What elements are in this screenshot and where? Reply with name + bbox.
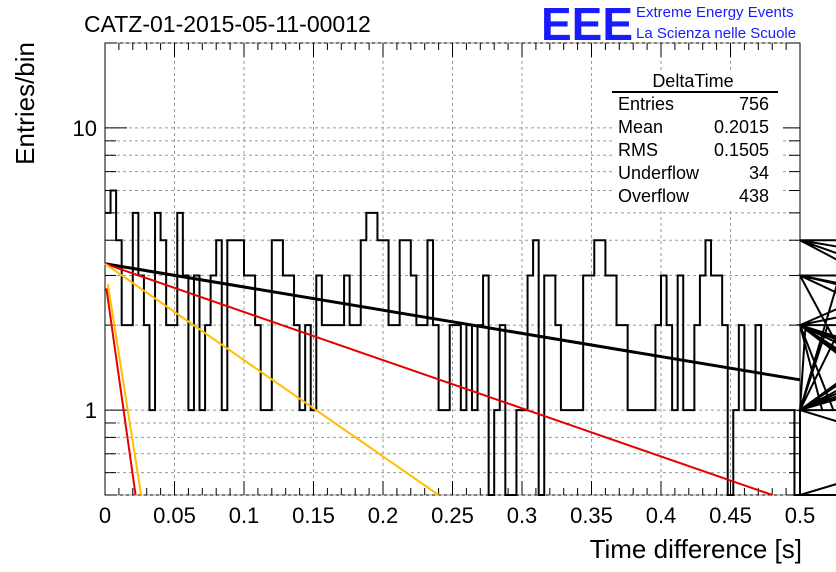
fit-curve-1	[104, 262, 773, 496]
stats-title: DeltaTime	[652, 71, 733, 91]
x-tick-label: 0	[99, 503, 111, 528]
axis-ticks	[104, 42, 801, 496]
x-tick-label: 0.1	[229, 503, 260, 528]
stats-value-underflow: 34	[749, 163, 769, 183]
x-tick-label: 0.45	[709, 503, 752, 528]
x-tick-label: 0.15	[292, 503, 335, 528]
y-tick-label: 1	[85, 398, 97, 423]
y-tick-label: 10	[73, 116, 97, 141]
stats-label-entries: Entries	[618, 94, 674, 114]
org-line2: La Scienza nelle Scuole	[636, 25, 796, 42]
y-tick-labels: 1 10	[73, 116, 97, 423]
x-axis-label: Time difference [s]	[590, 534, 802, 564]
fit-curves	[104, 262, 801, 496]
x-tick-label: 0.05	[153, 503, 196, 528]
stats-box: DeltaTime Entries 756 Mean 0.2015 RMS 0.…	[612, 70, 783, 210]
chart-title: CATZ-01-2015-05-11-00012	[84, 11, 371, 37]
stats-label-underflow: Underflow	[618, 163, 700, 183]
x-tick-label: 0.25	[431, 503, 474, 528]
stats-value-overflow: 438	[739, 186, 769, 206]
org-line1: Extreme Energy Events	[636, 4, 794, 21]
x-tick-label: 0.4	[646, 503, 677, 528]
stats-label-overflow: Overflow	[618, 186, 690, 206]
stats-value-entries: 756	[739, 94, 769, 114]
fit-curve-2	[104, 262, 440, 496]
fit-curve-4	[105, 288, 137, 496]
stats-value-rms: 0.1505	[714, 140, 769, 160]
histogram	[105, 189, 836, 496]
y-axis-label: Entries/bin	[10, 42, 40, 165]
x-tick-label: 0.5	[785, 503, 816, 528]
eee-logo: EEE	[541, 0, 633, 50]
x-tick-labels: 0 0.05 0.1 0.15 0.2 0.25 0.3 0.35 0.4 0.45 0.5	[99, 503, 815, 528]
stats-label-rms: RMS	[618, 140, 658, 160]
fit-curve-0	[104, 262, 801, 382]
x-tick-label: 0.3	[507, 503, 538, 528]
stats-label-mean: Mean	[618, 117, 663, 137]
fit-curve-3	[106, 283, 143, 496]
x-tick-label: 0.35	[570, 503, 613, 528]
stats-value-mean: 0.2015	[714, 117, 769, 137]
x-tick-label: 0.2	[368, 503, 399, 528]
